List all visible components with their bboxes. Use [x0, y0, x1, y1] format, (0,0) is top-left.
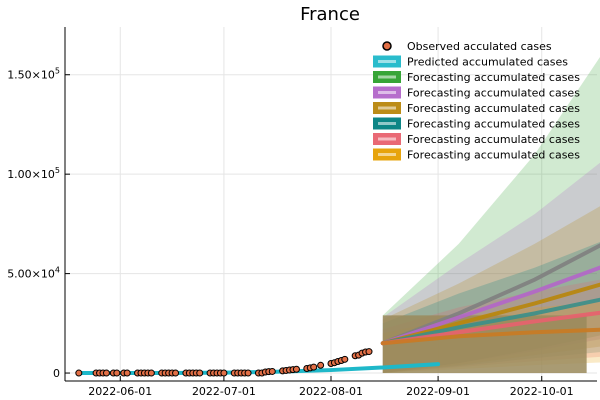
forecast-band: [382, 57, 600, 374]
x-tick-label: 2022-06-01: [88, 385, 152, 398]
observed-points: [75, 348, 373, 377]
axes: 2022-06-01 2022-07-01 2022-08-01 2022-09-01…: [7, 27, 597, 398]
y-tick-exponent: 4: [55, 266, 60, 275]
legend-label: Forecasting accumulated cases: [407, 149, 580, 162]
forecast-mean-line: [380, 265, 600, 346]
observed-point: [196, 369, 204, 377]
observed-point: [317, 361, 325, 369]
observed-point: [102, 369, 110, 377]
y-tick-label: 1.00×105: [7, 166, 60, 181]
observed-point: [310, 363, 318, 371]
y-tick-label: 1.50×105: [7, 67, 60, 82]
legend-label: Predicted accumulated cases: [407, 56, 568, 69]
observed-point: [292, 365, 300, 373]
legend-label: Forecasting accumulated cases: [407, 71, 580, 84]
legend-marker: [382, 41, 392, 51]
y-tick-label: 0: [53, 367, 60, 380]
observed-point: [172, 369, 180, 377]
observed-point: [147, 369, 155, 377]
observed-point: [268, 367, 276, 375]
legend-label: Forecasting accumulated cases: [407, 102, 580, 115]
x-tick-label: 2022-10-01: [510, 385, 574, 398]
legend-label: Forecasting accumulated cases: [407, 118, 580, 131]
legend-label: Observed acculated cases: [407, 40, 552, 53]
y-tick-exponent: 5: [55, 166, 60, 175]
y-tick-label: 5.00×104: [7, 266, 60, 281]
observed-point: [220, 369, 228, 377]
observed-point: [365, 348, 373, 356]
observed-point: [113, 369, 121, 377]
legend-label: Forecasting accumulated cases: [407, 87, 580, 100]
forecast-mean-line: [380, 327, 600, 346]
y-tick-exponent: 5: [55, 67, 60, 76]
x-tick-label: 2022-09-01: [406, 385, 470, 398]
x-tick-label: 2022-07-01: [192, 385, 256, 398]
x-tick-label: 2022-08-01: [299, 385, 363, 398]
observed-point: [75, 369, 83, 377]
observed-point: [341, 355, 349, 363]
forecast-mean-line: [380, 297, 600, 346]
legend: Observed acculated cases Predicted accumu…: [373, 40, 580, 162]
observed-point: [244, 369, 252, 377]
legend-label: Forecasting accumulated cases: [407, 133, 580, 146]
chart-title: France: [300, 4, 360, 25]
observed-point: [123, 369, 131, 377]
